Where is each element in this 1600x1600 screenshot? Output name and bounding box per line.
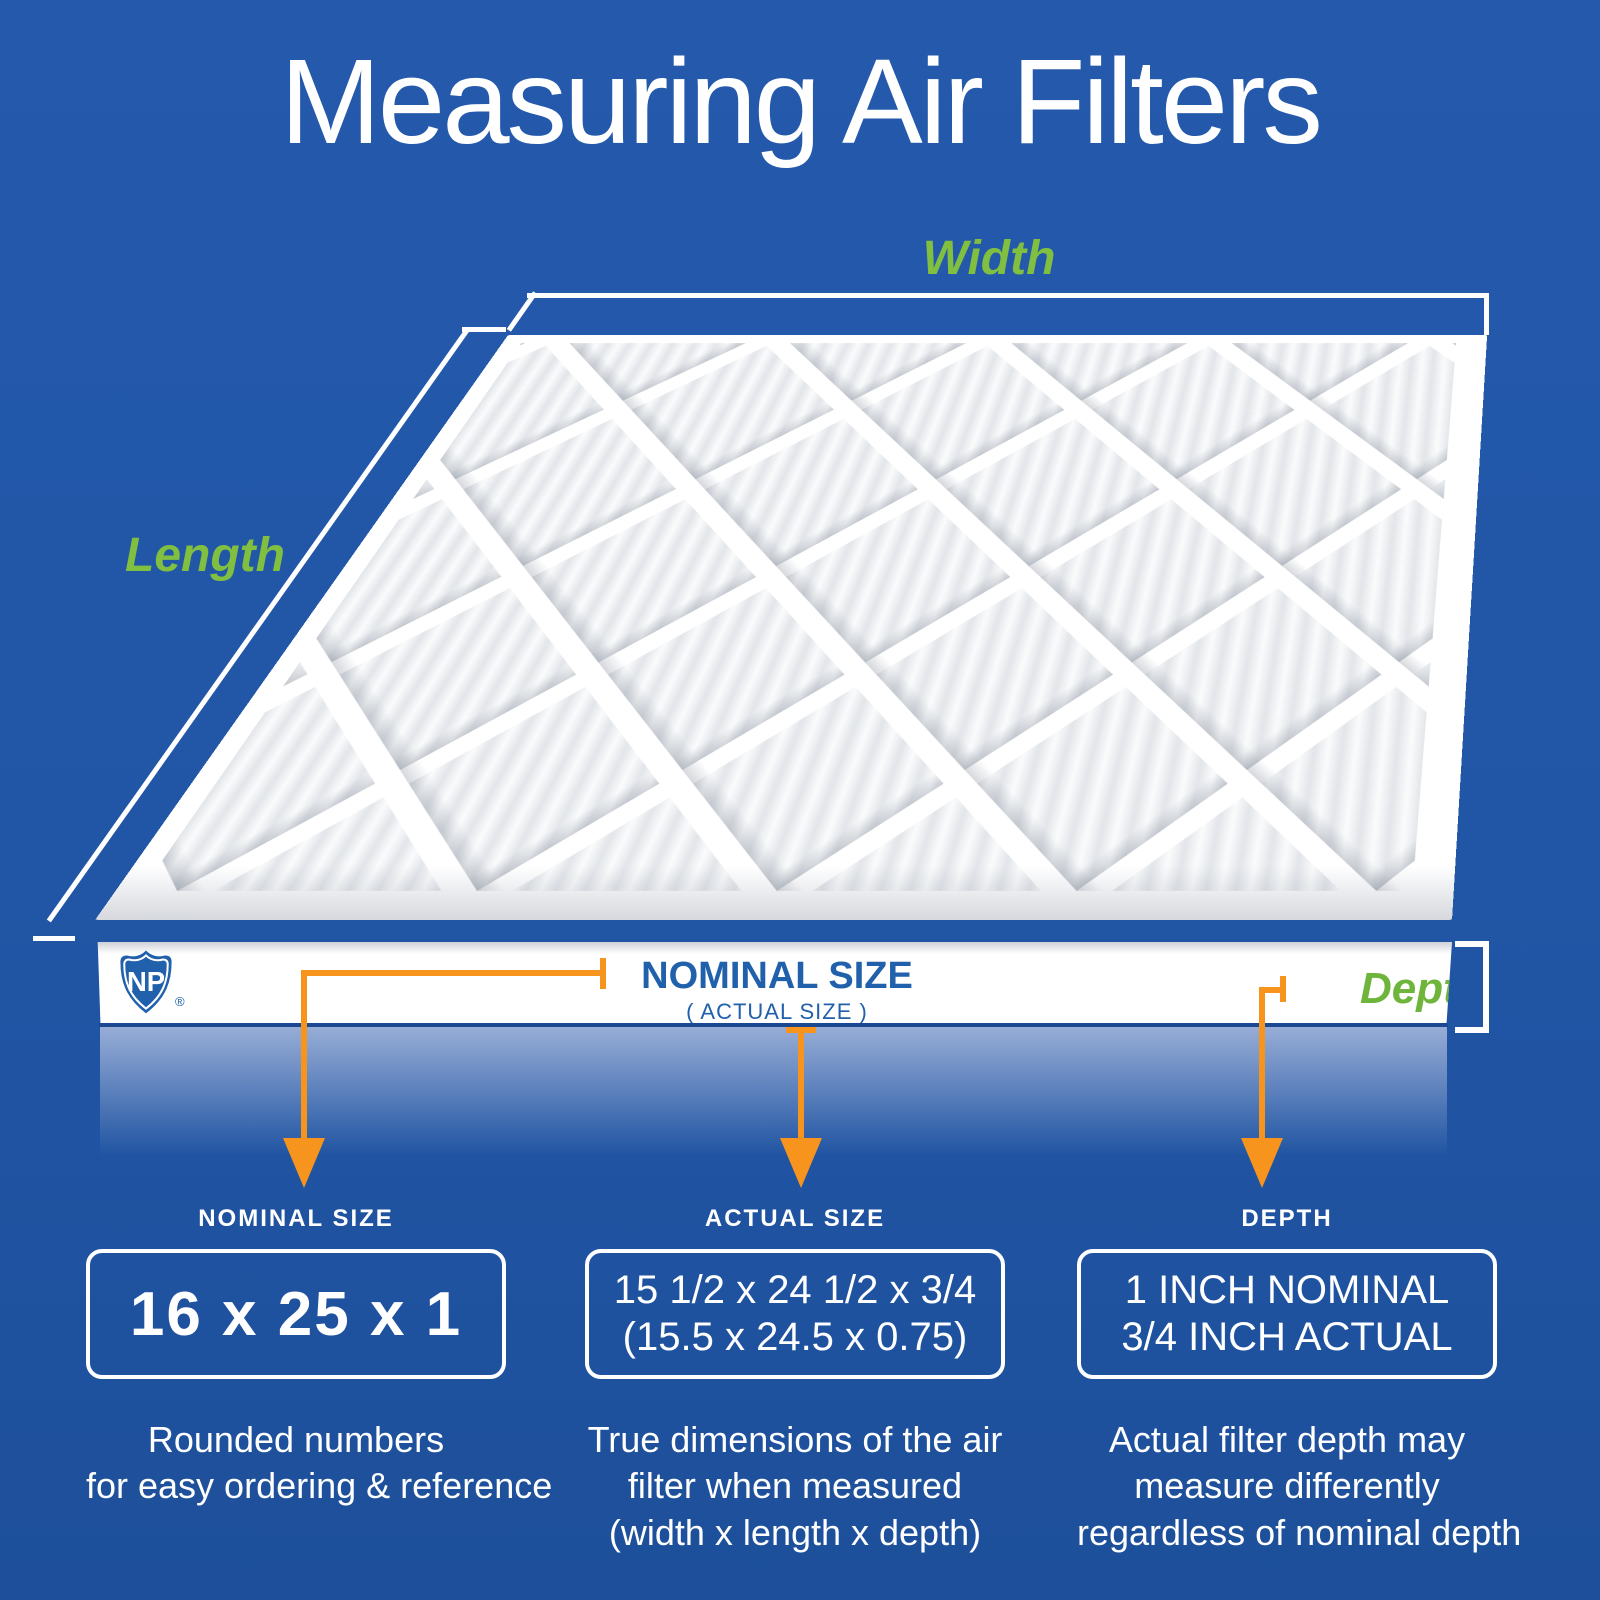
description-line: regardless of nominal depth — [1077, 1511, 1522, 1553]
nominal-size-column: NOMINAL SIZE 16 x 25 x 1 Rounded numbers… — [86, 1205, 553, 1510]
description-line: Rounded numbers — [147, 1419, 445, 1460]
filter-media-pleats — [141, 343, 1457, 891]
description-line: (width x length x depth) — [608, 1511, 982, 1553]
column-header: NOMINAL SIZE — [198, 1205, 394, 1232]
length-line-top-tick — [462, 327, 506, 332]
description-line: filter when measured — [627, 1465, 963, 1507]
description-line: measure differently — [1134, 1465, 1440, 1507]
np-logo-text: NP — [127, 966, 165, 997]
width-line-right-tick — [1484, 293, 1489, 335]
actual-arrow-stem — [798, 1027, 804, 1139]
length-dimension-label: Length — [125, 529, 285, 582]
registered-trademark-symbol: ® — [175, 994, 185, 1009]
actual-size-print: ( ACTUAL SIZE ) — [686, 998, 868, 1024]
actual-size-value: 15 1/2 x 24 1/2 x 3/4 — [613, 1267, 977, 1312]
actual-size-description: True dimensions of the air filter when m… — [585, 1417, 1005, 1556]
arrow-down-icon — [1241, 1138, 1283, 1188]
depth-column: DEPTH 1 INCH NOMINAL 3/4 INCH ACTUAL Act… — [1077, 1205, 1522, 1556]
nominal-callout-line — [304, 970, 602, 976]
nominal-size-value: 16 x 25 x 1 — [129, 1279, 463, 1349]
arrow-down-icon — [780, 1138, 822, 1188]
filter-frame-top — [95, 334, 1488, 920]
filter-top-face — [95, 334, 1488, 920]
column-header: DEPTH — [1241, 1205, 1333, 1232]
depth-nominal-value: 1 INCH NOMINAL — [1124, 1267, 1450, 1312]
nominal-arrow-stem — [301, 970, 307, 1139]
depth-callout-line — [1262, 987, 1286, 993]
nominal-size-description: Rounded numbers for easy ordering & refe… — [86, 1417, 553, 1510]
filter-front-frame: NP ® NOMINAL SIZE ( ACTUAL SIZE ) Depth — [97, 942, 1452, 1024]
arrow-down-icon — [283, 1138, 325, 1188]
depth-description: Actual filter depth may measure differen… — [1077, 1417, 1522, 1556]
length-line-bottom-tick — [33, 936, 75, 941]
description-line: for easy ordering & reference — [86, 1465, 553, 1507]
filter-front-bottom-edge — [99, 1023, 1448, 1027]
description-line: Actual filter depth may — [1108, 1419, 1466, 1460]
width-dimension-label: Width — [922, 232, 1056, 285]
nominal-size-box: 16 x 25 x 1 — [86, 1249, 506, 1379]
np-shield-logo: NP — [120, 950, 172, 1014]
depth-actual-value: 3/4 INCH ACTUAL — [1121, 1315, 1453, 1359]
nominal-callout-cap — [600, 958, 606, 989]
depth-box: 1 INCH NOMINAL 3/4 INCH ACTUAL — [1077, 1249, 1497, 1379]
width-line-left-tick — [506, 291, 538, 332]
nominal-size-print: NOMINAL SIZE — [641, 955, 913, 997]
depth-arrow-stem — [1259, 987, 1265, 1139]
description-line: True dimensions of the air — [587, 1419, 1003, 1460]
width-dimension-line — [527, 293, 1487, 298]
filter-front-size-labels: NOMINAL SIZE ( ACTUAL SIZE ) — [641, 955, 913, 1024]
page-title: Measuring Air Filters — [280, 33, 1323, 169]
depth-bracket — [1455, 941, 1489, 1033]
actual-size-box: 15 1/2 x 24 1/2 x 3/4 (15.5 x 24.5 x 0.7… — [585, 1249, 1005, 1379]
depth-dimension-label: Depth — [1360, 964, 1485, 1013]
column-header: ACTUAL SIZE — [704, 1205, 886, 1232]
actual-size-column: ACTUAL SIZE 15 1/2 x 24 1/2 x 3/4 (15.5 … — [585, 1205, 1005, 1556]
actual-size-value-decimal: (15.5 x 24.5 x 0.75) — [622, 1315, 968, 1359]
